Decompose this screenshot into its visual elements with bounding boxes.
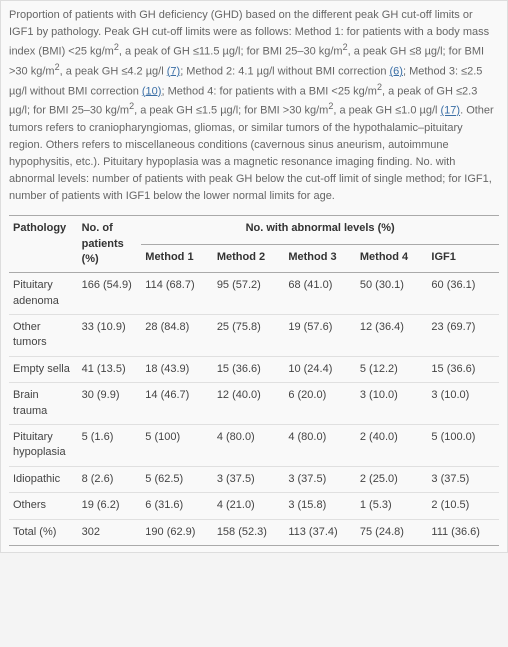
caption-text: ; Method 2: 4.1 µg/l without BMI correct…: [180, 65, 389, 77]
table-cell: 3 (37.5): [213, 466, 285, 492]
col-header-igf1: IGF1: [427, 244, 499, 273]
table-cell: 114 (68.7): [141, 273, 213, 315]
col-header-method1: Method 1: [141, 244, 213, 273]
table-cell: Total (%): [9, 519, 78, 545]
caption-text: , a peak GH ≤4.2 µg/l: [60, 65, 167, 77]
table-cell: 12 (36.4): [356, 315, 428, 357]
table-cell: Other tumors: [9, 315, 78, 357]
table-cell: Brain trauma: [9, 383, 78, 425]
table-cell: Idiopathic: [9, 466, 78, 492]
citation-link[interactable]: (17): [441, 105, 461, 117]
table-cell: 18 (43.9): [141, 356, 213, 382]
caption-text: , a peak GH ≤1.5 µg/l; for BMI >30 kg/m: [134, 105, 328, 117]
col-header-method2: Method 2: [213, 244, 285, 273]
table-cell: 3 (15.8): [284, 493, 356, 519]
table-cell: 75 (24.8): [356, 519, 428, 545]
table-cell: 111 (36.6): [427, 519, 499, 545]
table-row: Idiopathic8 (2.6)5 (62.5)3 (37.5)3 (37.5…: [9, 466, 499, 492]
table-cell: 2 (40.0): [356, 425, 428, 467]
table-row: Pituitary adenoma166 (54.9)114 (68.7)95 …: [9, 273, 499, 315]
table-cell: 190 (62.9): [141, 519, 213, 545]
table-cell: 3 (37.5): [284, 466, 356, 492]
table-cell: Pituitary adenoma: [9, 273, 78, 315]
table-cell: 68 (41.0): [284, 273, 356, 315]
table-cell: 166 (54.9): [78, 273, 142, 315]
table-cell: 60 (36.1): [427, 273, 499, 315]
table-cell: 30 (9.9): [78, 383, 142, 425]
table-row: Total (%)302190 (62.9)158 (52.3)113 (37.…: [9, 519, 499, 545]
citation-link[interactable]: (10): [142, 85, 162, 97]
table-row: Pituitary hypoplasia5 (1.6)5 (100)4 (80.…: [9, 425, 499, 467]
table-cell: 14 (46.7): [141, 383, 213, 425]
table-cell: Others: [9, 493, 78, 519]
table-cell: 33 (10.9): [78, 315, 142, 357]
citation-link[interactable]: (6): [390, 65, 403, 77]
table-cell: 12 (40.0): [213, 383, 285, 425]
table-cell: 25 (75.8): [213, 315, 285, 357]
table-cell: 28 (84.8): [141, 315, 213, 357]
table-cell: 5 (100.0): [427, 425, 499, 467]
table-cell: 5 (62.5): [141, 466, 213, 492]
table-cell: 4 (80.0): [213, 425, 285, 467]
table-cell: Empty sella: [9, 356, 78, 382]
table-cell: 19 (57.6): [284, 315, 356, 357]
caption-text: ; Method 4: for patients with a BMI <25 …: [161, 85, 377, 97]
table-cell: 6 (20.0): [284, 383, 356, 425]
table-cell: 15 (36.6): [427, 356, 499, 382]
table-cell: 302: [78, 519, 142, 545]
table-caption: Proportion of patients with GH deficienc…: [9, 7, 499, 205]
table-cell: 4 (80.0): [284, 425, 356, 467]
table-cell: 5 (12.2): [356, 356, 428, 382]
table-cell: 15 (36.6): [213, 356, 285, 382]
table-cell: 95 (57.2): [213, 273, 285, 315]
table-cell: 2 (10.5): [427, 493, 499, 519]
col-header-pathology: Pathology: [9, 216, 78, 273]
col-header-method4: Method 4: [356, 244, 428, 273]
table-cell: 4 (21.0): [213, 493, 285, 519]
table-cell: 113 (37.4): [284, 519, 356, 545]
table-cell: 1 (5.3): [356, 493, 428, 519]
col-header-method3: Method 3: [284, 244, 356, 273]
table-cell: Pituitary hypoplasia: [9, 425, 78, 467]
col-header-n-patients: No. of patients (%): [78, 216, 142, 273]
table-cell: 41 (13.5): [78, 356, 142, 382]
table-cell: 5 (100): [141, 425, 213, 467]
table-cell: 50 (30.1): [356, 273, 428, 315]
table-row: Other tumors33 (10.9)28 (84.8)25 (75.8)1…: [9, 315, 499, 357]
table-cell: 158 (52.3): [213, 519, 285, 545]
table-cell: 6 (31.6): [141, 493, 213, 519]
table-cell: 8 (2.6): [78, 466, 142, 492]
table-cell: 3 (10.0): [356, 383, 428, 425]
table-cell: 3 (37.5): [427, 466, 499, 492]
citation-link[interactable]: (7): [167, 65, 180, 77]
table-row: Others19 (6.2)6 (31.6)4 (21.0)3 (15.8)1 …: [9, 493, 499, 519]
caption-text: , a peak of GH ≤11.5 µg/l; for BMI 25–30…: [119, 46, 343, 58]
col-header-group: No. with abnormal levels (%): [141, 216, 499, 245]
caption-text: , a peak GH ≤1.0 µg/l: [333, 105, 440, 117]
data-table: Pathology No. of patients (%) No. with a…: [9, 215, 499, 546]
table-cell: 19 (6.2): [78, 493, 142, 519]
table-cell: 5 (1.6): [78, 425, 142, 467]
table-cell: 2 (25.0): [356, 466, 428, 492]
table-cell: 23 (69.7): [427, 315, 499, 357]
table-row: Empty sella41 (13.5)18 (43.9)15 (36.6)10…: [9, 356, 499, 382]
table-cell: 3 (10.0): [427, 383, 499, 425]
table-row: Brain trauma30 (9.9)14 (46.7)12 (40.0)6 …: [9, 383, 499, 425]
caption-text: . Other tumors refers to craniopharyngio…: [9, 105, 494, 202]
table-cell: 10 (24.4): [284, 356, 356, 382]
table-figure: Proportion of patients with GH deficienc…: [0, 0, 508, 553]
